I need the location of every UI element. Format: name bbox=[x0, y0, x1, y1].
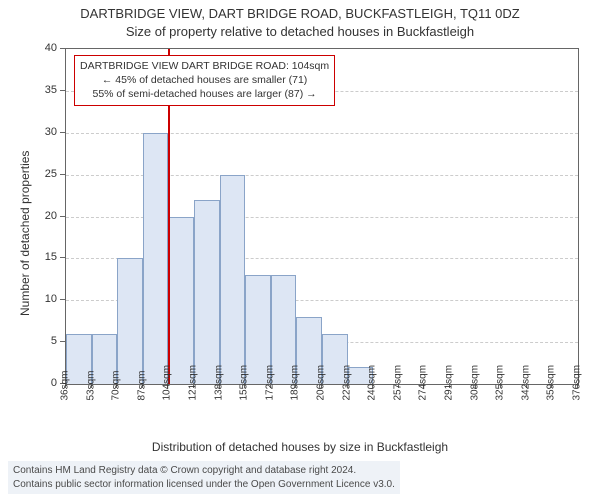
caption-line: Contains HM Land Registry data © Crown c… bbox=[13, 464, 395, 478]
annotation-box: DARTBRIDGE VIEW DART BRIDGE ROAD: 104sqm… bbox=[74, 55, 335, 106]
y-tick-label: 30 bbox=[35, 126, 57, 138]
x-tick-label: 172sqm bbox=[264, 399, 275, 401]
y-axis-label: Number of detached properties bbox=[18, 150, 32, 315]
y-tick-label: 15 bbox=[35, 251, 57, 263]
y-tick-label: 5 bbox=[35, 335, 57, 347]
x-tick-label: 70sqm bbox=[111, 399, 122, 401]
x-tick-label: 53sqm bbox=[85, 399, 96, 401]
x-tick-label: 308sqm bbox=[469, 399, 480, 401]
chart-container: DARTBRIDGE VIEW, DART BRIDGE ROAD, BUCKF… bbox=[0, 0, 600, 500]
y-tick bbox=[60, 299, 65, 300]
x-tick-label: 223sqm bbox=[341, 399, 352, 401]
y-tick bbox=[60, 90, 65, 91]
x-tick-label: 206sqm bbox=[316, 399, 327, 401]
x-tick-label: 274sqm bbox=[418, 399, 429, 401]
y-tick bbox=[60, 174, 65, 175]
x-tick-label: 189sqm bbox=[290, 399, 301, 401]
x-tick-label: 325sqm bbox=[495, 399, 506, 401]
y-tick bbox=[60, 257, 65, 258]
histogram-bar bbox=[143, 133, 169, 384]
y-tick bbox=[60, 216, 65, 217]
y-tick-label: 20 bbox=[35, 210, 57, 222]
x-tick-label: 240sqm bbox=[367, 399, 378, 401]
x-tick-label: 36sqm bbox=[60, 399, 71, 401]
x-tick-label: 291sqm bbox=[444, 399, 455, 401]
x-tick-label: 138sqm bbox=[213, 399, 224, 401]
y-tick-label: 35 bbox=[35, 84, 57, 96]
y-tick bbox=[60, 132, 65, 133]
caption-line: Contains public sector information licen… bbox=[13, 478, 395, 492]
x-tick-label: 342sqm bbox=[520, 399, 531, 401]
plot-area: DARTBRIDGE VIEW DART BRIDGE ROAD: 104sqm… bbox=[65, 48, 579, 385]
annotation-line: DARTBRIDGE VIEW DART BRIDGE ROAD: 104sqm bbox=[80, 59, 329, 73]
y-tick bbox=[60, 341, 65, 342]
y-tick-label: 10 bbox=[35, 293, 57, 305]
histogram-bar bbox=[168, 217, 194, 385]
title-line-2: Size of property relative to detached ho… bbox=[0, 24, 600, 39]
x-tick-label: 257sqm bbox=[392, 399, 403, 401]
y-tick bbox=[60, 48, 65, 49]
x-tick-label: 104sqm bbox=[162, 399, 173, 401]
annotation-line: ← 45% of detached houses are smaller (71… bbox=[80, 73, 329, 87]
histogram-bar bbox=[117, 258, 143, 384]
y-tick-label: 0 bbox=[35, 377, 57, 389]
y-tick-label: 40 bbox=[35, 42, 57, 54]
x-tick-label: 121sqm bbox=[188, 399, 199, 401]
caption-box: Contains HM Land Registry data © Crown c… bbox=[8, 461, 400, 494]
x-tick-label: 376sqm bbox=[572, 399, 583, 401]
y-tick-label: 25 bbox=[35, 168, 57, 180]
x-tick-label: 359sqm bbox=[546, 399, 557, 401]
annotation-line: 55% of semi-detached houses are larger (… bbox=[80, 87, 329, 101]
title-line-1: DARTBRIDGE VIEW, DART BRIDGE ROAD, BUCKF… bbox=[0, 6, 600, 21]
histogram-bar bbox=[220, 175, 246, 384]
x-tick-label: 155sqm bbox=[239, 399, 250, 401]
x-axis-label: Distribution of detached houses by size … bbox=[0, 440, 600, 454]
histogram-bar bbox=[194, 200, 220, 384]
x-tick-label: 87sqm bbox=[136, 399, 147, 401]
